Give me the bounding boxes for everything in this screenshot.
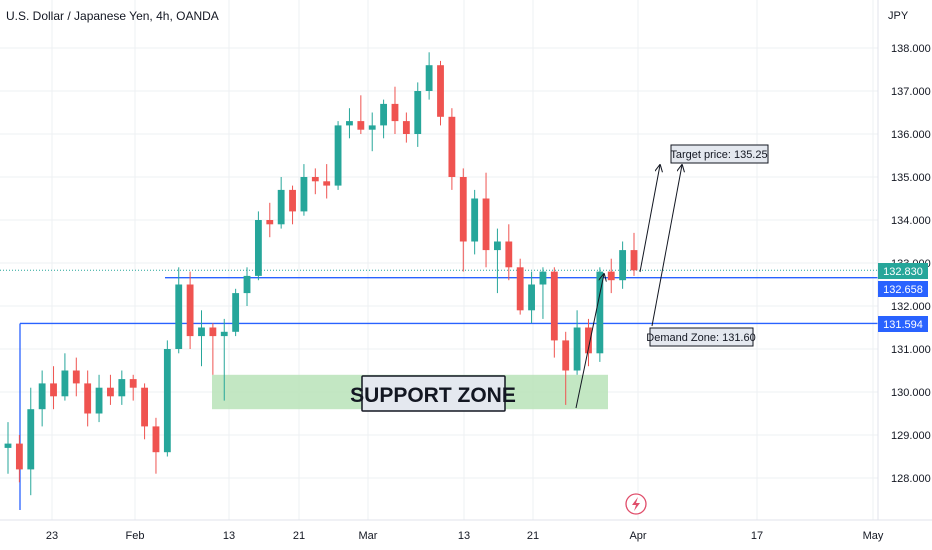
candle-body — [220, 331, 228, 337]
candlesticks — [4, 52, 638, 496]
candle-body — [459, 177, 467, 242]
candle-body — [311, 177, 319, 182]
candle-body — [562, 340, 570, 371]
projection-arrow — [651, 165, 682, 327]
candle-body — [357, 121, 365, 130]
candle-body — [425, 65, 433, 91]
candle-body — [619, 250, 627, 281]
demand-zone-label: Demand Zone: 131.60 — [646, 332, 755, 344]
candle-body — [585, 327, 592, 354]
candle-body — [368, 125, 376, 130]
target-price-annotation[interactable]: Target price: 135.25 — [670, 144, 769, 164]
candle-body — [277, 189, 285, 225]
candle-body — [596, 271, 604, 354]
x-tick-label: Feb — [126, 530, 145, 542]
candle-body — [254, 220, 262, 276]
candle-body — [471, 198, 479, 242]
current-price-tag: 132.830 — [878, 263, 928, 279]
y-tick-label: 137.000 — [891, 86, 931, 98]
x-tick-label: Mar — [359, 530, 378, 542]
candle-body — [505, 241, 513, 268]
candle-body — [528, 284, 535, 311]
x-axis[interactable]: 23 Feb 13 21 Mar 13 21 Apr 17 May — [46, 530, 884, 542]
candle-body — [437, 65, 444, 117]
y-tick-label: 129.000 — [891, 430, 931, 442]
candle-body — [118, 379, 126, 397]
candle-body — [243, 275, 251, 294]
y-tick-label: 134.000 — [891, 215, 931, 227]
x-tick-label: May — [863, 530, 884, 542]
y-tick-label: 131.000 — [891, 344, 931, 356]
candle-body — [84, 383, 92, 414]
y-tick-label: 128.000 — [891, 473, 931, 485]
x-tick-label: 23 — [46, 530, 58, 542]
candle-body — [380, 103, 388, 126]
candle-body — [175, 284, 183, 349]
x-tick-label: 21 — [293, 530, 305, 542]
level-upper-value: 132.658 — [883, 284, 923, 296]
level-tag-upper: 132.658 — [878, 281, 928, 297]
candle-body — [414, 91, 422, 134]
target-price-label: Target price: 135.25 — [670, 149, 767, 161]
projection-arrow — [575, 274, 604, 409]
lightning-icon[interactable] — [625, 493, 647, 515]
candle-body — [152, 426, 160, 453]
projection-arrow — [639, 165, 660, 273]
candle-body — [38, 383, 46, 410]
grid — [0, 0, 878, 520]
candle-body — [163, 349, 171, 453]
demand-zone-annotation[interactable]: Demand Zone: 131.60 — [646, 327, 756, 347]
candle-body — [198, 327, 205, 337]
x-tick-label: Apr — [629, 530, 646, 542]
candle-body — [50, 383, 57, 397]
candle-body — [72, 370, 80, 384]
candle-body — [448, 116, 456, 177]
candle-body — [323, 181, 331, 186]
candle-body — [402, 121, 410, 134]
y-tick-label: 135.000 — [891, 172, 931, 184]
candle-body — [300, 177, 308, 212]
y-tick-label: 136.000 — [891, 129, 931, 141]
candle-body — [573, 327, 581, 371]
chart-title: U.S. Dollar / Japanese Yen, 4h, OANDA — [6, 9, 219, 23]
candle-body — [61, 370, 69, 397]
level-tag-lower: 131.594 — [878, 316, 928, 332]
candle-body — [391, 103, 399, 122]
y-tick-label: 138.000 — [891, 43, 931, 55]
candle-body — [232, 293, 240, 332]
candle-body — [539, 271, 547, 285]
y-tick-label: 130.000 — [891, 387, 931, 399]
x-tick-label: 21 — [527, 530, 539, 542]
x-tick-label: 17 — [751, 530, 763, 542]
candle-body — [266, 220, 274, 225]
candle-body — [607, 271, 615, 281]
candle-body — [141, 387, 148, 427]
candle-body — [334, 125, 342, 186]
candle-body — [494, 241, 501, 251]
support-zone-label: SUPPORT ZONE — [350, 384, 516, 407]
candle-body — [15, 443, 23, 470]
candle-body — [107, 387, 114, 397]
y-tick-label: 132.000 — [891, 301, 931, 313]
candle-body — [209, 327, 217, 337]
candle-body — [346, 121, 353, 126]
candle-body — [95, 387, 103, 414]
candle-body — [550, 271, 558, 341]
candle-body — [186, 284, 194, 337]
candle-body — [4, 443, 12, 448]
y-axis-unit: JPY — [888, 10, 909, 22]
projection-arrows — [575, 165, 682, 409]
candle-body — [27, 409, 35, 470]
candle-body — [482, 198, 490, 251]
candle-body — [129, 379, 137, 388]
candle-body — [516, 267, 524, 311]
level-lower-value: 131.594 — [883, 319, 923, 331]
x-tick-label: 13 — [223, 530, 235, 542]
candle-body — [289, 189, 296, 212]
x-tick-label: 13 — [458, 530, 470, 542]
current-price-value: 132.830 — [883, 266, 923, 278]
candle-body — [630, 250, 638, 271]
support-zone-label-box[interactable]: SUPPORT ZONE — [350, 375, 516, 412]
